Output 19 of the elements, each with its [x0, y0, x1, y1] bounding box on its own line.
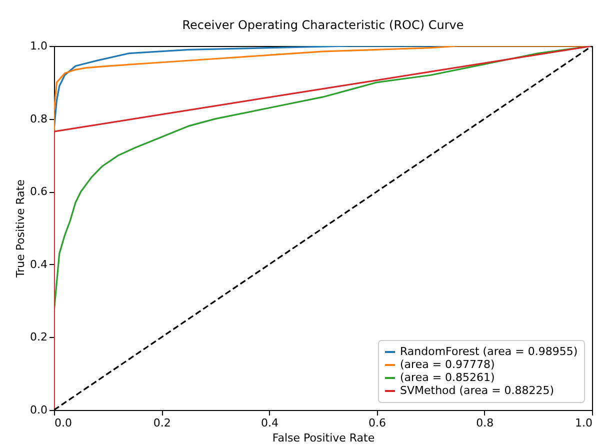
x-tick-label: 0.2 [153, 416, 171, 430]
legend-label: RandomForest (area = 0.98955) [400, 345, 578, 358]
y-tick-label: 0.4 [30, 258, 48, 271]
y-tick-label: 1.0 [30, 40, 48, 52]
y-tick-label: 0.8 [30, 112, 48, 126]
chart-title: Receiver Operating Characteristic (ROC) Curve [182, 18, 464, 32]
x-tick-label: 0.6 [368, 416, 386, 430]
legend-label: (area = 0.97778) [400, 358, 495, 371]
x-tick-label: 0.0 [54, 416, 72, 430]
x-tick-label: 0.8 [476, 416, 494, 430]
x-tick-label: 0.4 [260, 416, 278, 430]
x-axis-title: False Positive Rate [272, 432, 375, 444]
x-tick-label: 1.0 [575, 416, 592, 430]
y-axis-title: True Positive Rate [14, 179, 28, 278]
y-tick-label: 0.6 [30, 185, 48, 198]
legend-label: (area = 0.85261) [400, 371, 495, 384]
y-tick-label: 0.2 [30, 330, 48, 344]
legend-label: SVMethod (area = 0.88225) [400, 384, 554, 397]
y-tick-label: 0.0 [30, 404, 48, 416]
